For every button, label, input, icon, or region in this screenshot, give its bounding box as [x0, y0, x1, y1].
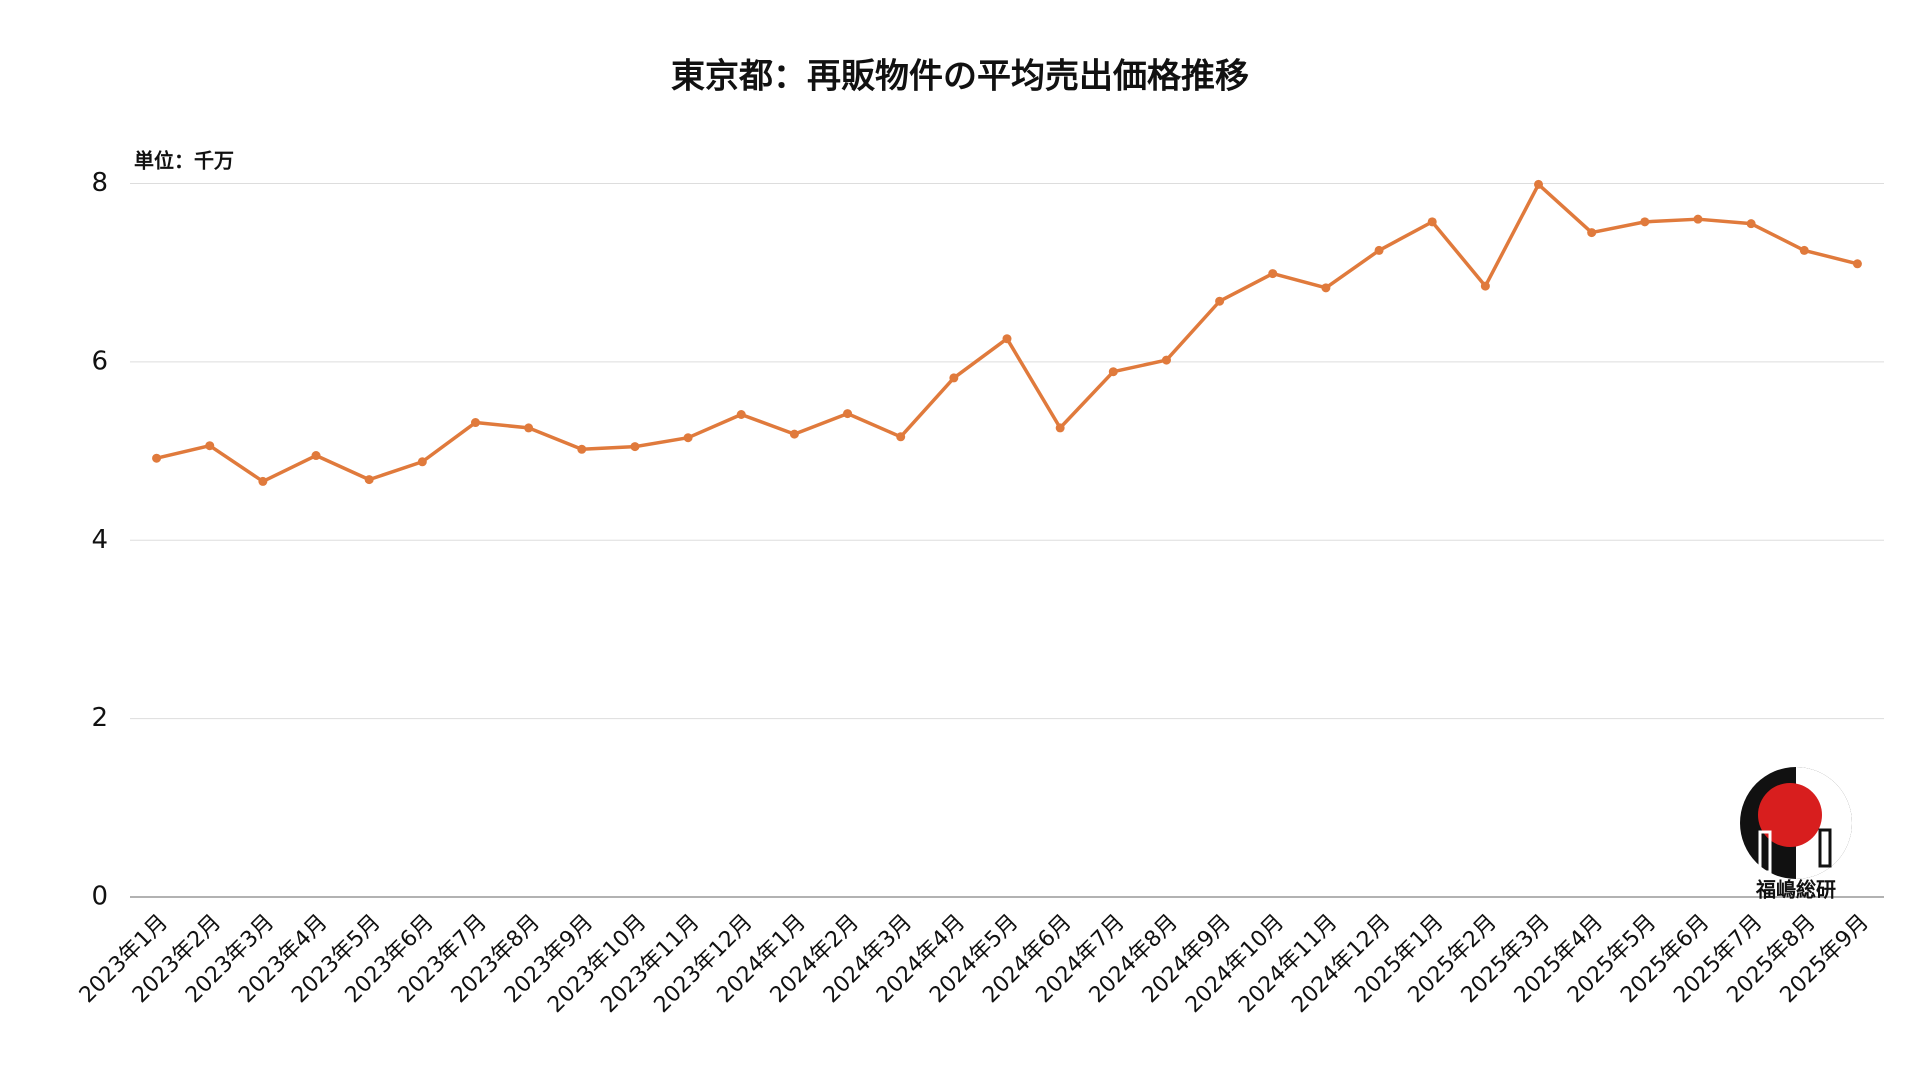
data-point [470, 418, 480, 428]
data-point [789, 429, 799, 439]
data-point [524, 423, 534, 433]
data-point [1799, 245, 1809, 255]
data-point [683, 433, 693, 443]
data-point [577, 444, 587, 454]
data-point [896, 432, 906, 442]
data-point [843, 409, 853, 419]
logo-building [1758, 830, 1772, 874]
y-tick-label: 0 [91, 882, 108, 912]
data-point [949, 373, 959, 383]
data-point [736, 410, 746, 420]
y-tick-label: 8 [91, 168, 108, 198]
series-line [156, 182, 1858, 484]
logo-building [1818, 828, 1832, 868]
data-point [364, 475, 374, 485]
data-point [1268, 269, 1278, 279]
logo: 福嶋総研 [1740, 767, 1852, 902]
chart-title: 東京都：再販物件の平均売出価格推移 [671, 57, 1249, 97]
data-point [205, 441, 215, 451]
data-point [1055, 423, 1065, 433]
data-point [152, 453, 162, 463]
data-point [258, 476, 268, 486]
data-point [1161, 355, 1171, 365]
logo-figure [1758, 783, 1822, 847]
data-point [1587, 228, 1597, 238]
data-point [1693, 214, 1703, 224]
logo-text: 福嶋総研 [1755, 878, 1836, 902]
data-point [630, 442, 640, 452]
data-point [1427, 217, 1437, 227]
data-point [1480, 281, 1490, 291]
data-point [1002, 334, 1012, 344]
data-point [1108, 367, 1118, 377]
y-tick-label: 6 [91, 346, 108, 376]
data-point [1640, 217, 1650, 227]
data-point [1534, 179, 1544, 189]
data-point [1852, 259, 1862, 269]
data-point [417, 457, 427, 467]
unit-label: 単位：千万 [134, 149, 234, 173]
data-point [311, 451, 321, 461]
data-point [1215, 296, 1225, 306]
y-tick-label: 2 [91, 703, 108, 733]
data-point [1746, 219, 1756, 229]
data-point [1321, 283, 1331, 293]
y-tick-label: 4 [91, 525, 108, 555]
data-point [1374, 245, 1384, 255]
